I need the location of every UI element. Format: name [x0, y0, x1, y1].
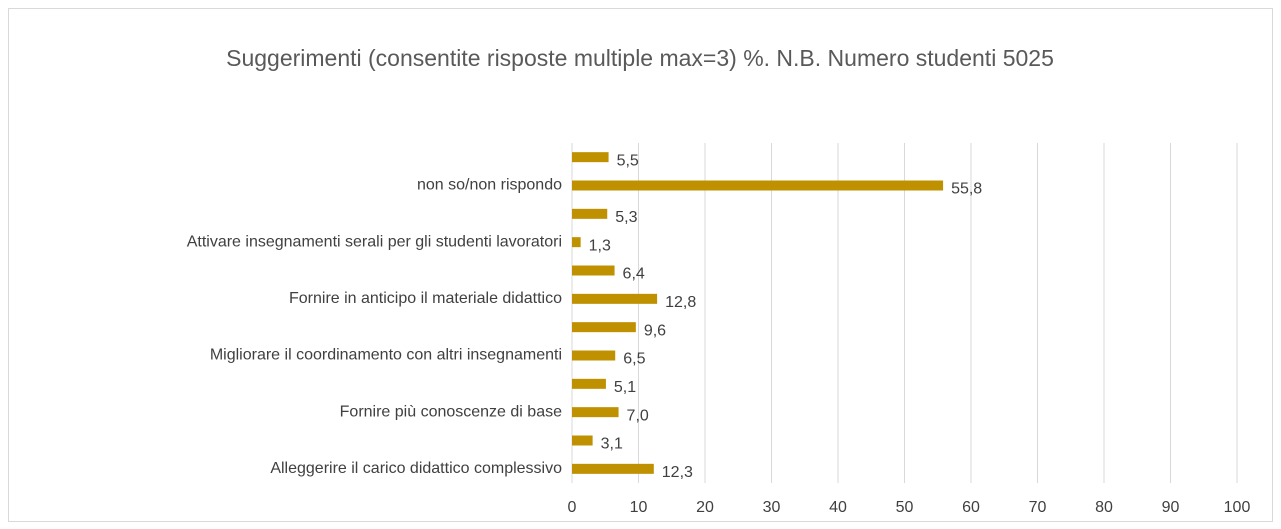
data-label: 3,1: [601, 436, 623, 453]
bar: [572, 180, 944, 191]
x-tick-label: 20: [696, 499, 714, 516]
bar: [572, 350, 616, 361]
data-label: 1,3: [589, 237, 611, 254]
x-tick-label: 30: [763, 499, 781, 516]
bar: [572, 435, 593, 446]
data-label: 6,5: [623, 351, 645, 368]
bar: [572, 237, 581, 248]
x-tick-label: 60: [962, 499, 980, 516]
data-label: 5,1: [614, 379, 636, 396]
x-tick-label: 0: [568, 499, 577, 516]
data-label: 6,4: [623, 266, 645, 283]
x-tick-label: 40: [829, 499, 847, 516]
data-label: 12,8: [665, 294, 696, 311]
y-tick-label: Attivare insegnamenti serali per gli stu…: [187, 233, 562, 250]
x-tick-label: 90: [1162, 499, 1180, 516]
x-tick-label: 10: [630, 499, 648, 516]
data-label: 7,0: [627, 407, 649, 424]
bar: [572, 208, 608, 219]
y-tick-label: Alleggerire il carico didattico compless…: [270, 460, 562, 477]
bar: [572, 293, 658, 304]
data-label: 12,3: [662, 464, 693, 481]
bar: [572, 265, 615, 276]
y-tick-label: non so/non rispondo: [417, 177, 562, 194]
x-tick-label: 50: [896, 499, 914, 516]
data-label: 5,3: [615, 209, 637, 226]
chart-frame: [8, 8, 1273, 522]
bar: [572, 152, 609, 163]
x-tick-label: 100: [1224, 499, 1251, 516]
y-tick-label: Migliorare il coordinamento con altri in…: [210, 347, 562, 364]
bar: [572, 463, 654, 474]
data-label: 5,5: [617, 152, 639, 169]
chart-title: Suggerimenti (consentite risposte multip…: [226, 45, 1054, 71]
x-tick-label: 70: [1029, 499, 1047, 516]
y-tick-label: Fornire in anticipo il materiale didatti…: [289, 290, 562, 307]
bar: [572, 378, 606, 389]
y-tick-label: Fornire più conoscenze di base: [340, 403, 562, 420]
data-label: 55,8: [951, 181, 982, 198]
bar: [572, 322, 636, 333]
data-label: 9,6: [644, 322, 666, 339]
bar: [572, 407, 619, 418]
x-tick-label: 80: [1095, 499, 1113, 516]
